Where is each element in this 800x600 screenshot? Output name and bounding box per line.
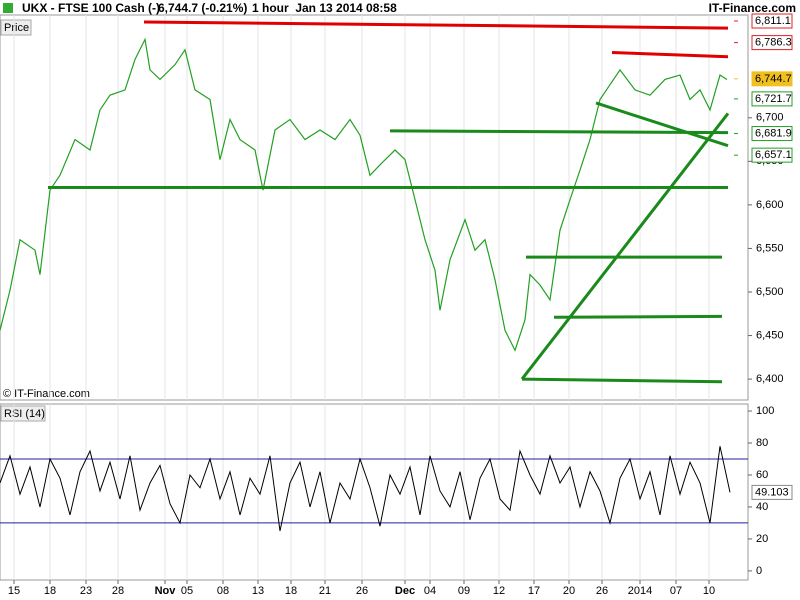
rsi-y-tick-label: 80 <box>756 437 768 449</box>
price-marker-label: 6,786.3 <box>755 37 792 49</box>
price-marker-label: 6,681.9 <box>755 127 792 139</box>
x-tick-label: 21 <box>319 585 331 597</box>
rsi-current-label: 49.103 <box>755 486 789 498</box>
x-tick-label: 15 <box>8 585 20 597</box>
trend-line <box>389 129 729 135</box>
trend-line <box>595 101 729 148</box>
trend-line <box>553 314 723 319</box>
x-tick-label: 09 <box>458 585 470 597</box>
price-marker <box>751 71 793 87</box>
price-marker-label: 6,721.7 <box>755 93 792 105</box>
copyright: © IT-Finance.com <box>3 388 90 400</box>
rsi-current-box <box>751 484 793 500</box>
x-tick-label: 17 <box>528 585 540 597</box>
x-tick-label: 2014 <box>628 585 652 597</box>
y-tick-label: 6,450 <box>756 329 784 341</box>
rsi-label-box <box>0 405 46 422</box>
rsi-y-tick-label: 0 <box>756 565 762 577</box>
chart-title: UKX - FTSE 100 Cash (-) <box>22 1 160 15</box>
x-tick-label: 08 <box>217 585 229 597</box>
x-tick-label: 10 <box>703 585 715 597</box>
x-tick-label: 07 <box>670 585 682 597</box>
x-tick-label: 18 <box>44 585 56 597</box>
price-marker-label: 6,657.1 <box>755 149 792 161</box>
x-tick-label: Nov <box>155 585 177 597</box>
trend-line <box>143 20 729 30</box>
x-tick-label: 18 <box>285 585 297 597</box>
rsi-y-tick-label: 100 <box>756 405 774 417</box>
price-marker <box>751 13 793 29</box>
last-quote: 6,744.7 (-0.21%) <box>158 1 247 15</box>
brand: IT-Finance.com <box>709 1 796 15</box>
rsi-y-tick-label: 40 <box>756 501 768 513</box>
x-tick-label: 12 <box>493 585 505 597</box>
rsi-y-tick-label: 20 <box>756 533 768 545</box>
panel-label-box <box>0 19 32 36</box>
x-tick-label: 20 <box>563 585 575 597</box>
price-marker <box>751 126 793 142</box>
x-tick-label: 26 <box>356 585 368 597</box>
rsi-panel <box>0 403 749 581</box>
x-tick-label: 23 <box>80 585 92 597</box>
rsi-y-tick-label: 60 <box>756 469 768 481</box>
price-marker <box>751 35 793 51</box>
x-tick-label: 13 <box>252 585 264 597</box>
x-tick-label: 04 <box>424 585 436 597</box>
y-tick-label: 6,600 <box>756 199 784 211</box>
interval: 1 hour Jan 13 2014 08:58 <box>252 1 397 15</box>
y-tick-label: 6,550 <box>756 242 784 254</box>
x-tick-label: 28 <box>112 585 124 597</box>
price-panel <box>0 14 749 401</box>
x-tick-label: Dec <box>395 585 415 597</box>
price-line <box>0 37 728 352</box>
x-tick-label: 05 <box>181 585 193 597</box>
price-marker <box>751 91 793 107</box>
trend-line <box>521 377 723 384</box>
trend-line <box>520 112 730 381</box>
y-tick-label: 6,500 <box>756 286 784 298</box>
price-marker-label: 6,744.7 <box>755 73 792 85</box>
price-marker <box>751 147 793 163</box>
y-tick-label: 6,700 <box>756 112 784 124</box>
x-tick-label: 26 <box>596 585 608 597</box>
rsi-line <box>0 446 731 532</box>
rsi-label: RSI (14) <box>4 408 45 420</box>
trend-line <box>611 50 729 59</box>
y-tick-label: 6,400 <box>756 373 784 385</box>
price-marker-label: 6,811.1 <box>755 15 791 27</box>
panel-label: Price <box>4 22 29 34</box>
logo-icon <box>3 3 13 13</box>
